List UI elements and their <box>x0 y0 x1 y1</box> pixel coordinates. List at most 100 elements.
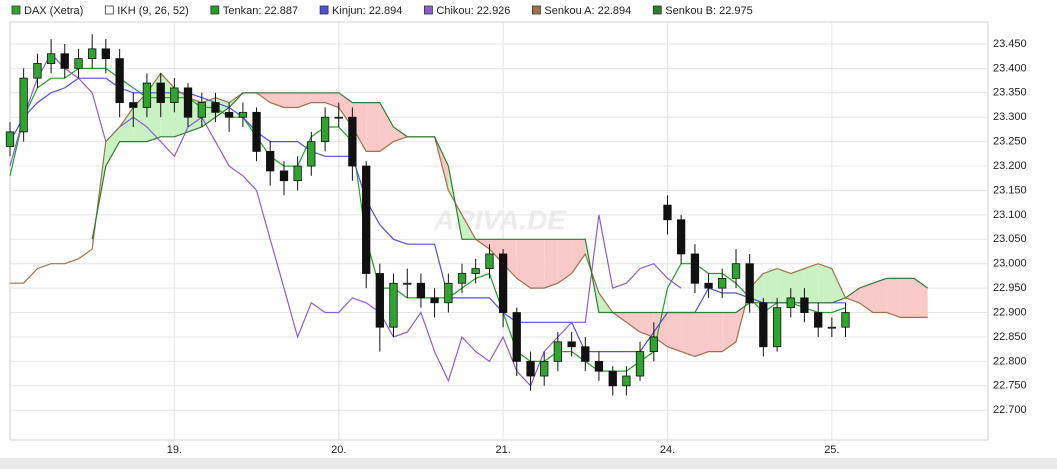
candle-body <box>238 111 248 118</box>
candle-body <box>649 336 658 353</box>
cloud <box>352 102 367 152</box>
cloud <box>571 239 586 274</box>
candle-body <box>211 102 220 113</box>
y-tick-label: 23.150 <box>993 184 1027 196</box>
candle-body <box>498 253 508 313</box>
cloud <box>311 92 326 103</box>
candle-body <box>88 48 97 60</box>
candle-body <box>526 360 535 377</box>
candle-body <box>252 111 261 152</box>
candle-body <box>266 151 275 172</box>
candle-body <box>320 116 330 143</box>
y-tick-label: 23.000 <box>993 258 1027 270</box>
candle-body <box>540 360 549 377</box>
candle-body <box>676 219 686 255</box>
cloud <box>516 239 531 289</box>
cloud <box>119 107 134 142</box>
cloud <box>105 126 120 167</box>
cloud <box>722 312 737 352</box>
y-tick-label: 22.750 <box>993 380 1027 392</box>
candle-body <box>183 87 193 118</box>
candle-body <box>594 360 604 372</box>
candle-body <box>334 116 343 119</box>
candle-body <box>430 297 439 304</box>
candle-body <box>814 312 823 328</box>
y-tick-label: 22.950 <box>993 282 1027 294</box>
legend-swatch <box>11 5 21 15</box>
candle-body <box>156 82 165 103</box>
legend-swatch <box>652 5 662 15</box>
candle-body <box>60 53 69 69</box>
candle-body <box>471 268 480 274</box>
candle-body <box>389 282 398 328</box>
cloud <box>544 239 558 289</box>
line-series <box>9 52 682 387</box>
candle-body <box>33 63 42 79</box>
cloud <box>872 278 887 313</box>
cloud <box>667 312 682 352</box>
candle-body <box>5 131 15 147</box>
x-tick-label: 19. <box>167 444 182 456</box>
candle-body <box>841 312 850 328</box>
y-tick-label: 23.100 <box>993 209 1027 221</box>
legend-label: Chikou: 22.926 <box>436 5 510 17</box>
y-tick-label: 23.450 <box>993 38 1027 50</box>
x-tick-label: 24. <box>660 444 675 456</box>
legend-swatch <box>424 5 433 15</box>
cloud <box>818 263 832 303</box>
candle-body <box>663 204 672 221</box>
legend-label: DAX (Xetra) <box>24 5 83 17</box>
cloud <box>366 102 380 152</box>
candle-body <box>622 375 631 387</box>
y-tick-label: 22.850 <box>993 331 1027 343</box>
cloud <box>681 312 695 357</box>
candle-body <box>142 82 152 108</box>
candle-body <box>800 297 809 313</box>
line-series <box>10 72 928 358</box>
candle-body <box>293 165 302 182</box>
cloud <box>777 268 791 303</box>
cloud <box>886 278 901 318</box>
y-tick-label: 23.200 <box>993 160 1027 172</box>
candle-body <box>608 370 617 387</box>
candle-body <box>690 253 700 284</box>
candle-body <box>485 253 494 270</box>
legend-label: Kinjun: 22.894 <box>332 5 402 17</box>
legend-label: Senkou B: 22.975 <box>665 5 752 17</box>
x-tick-label: 20. <box>331 444 346 456</box>
cloud <box>914 278 928 318</box>
candle-body <box>772 307 782 348</box>
cloud <box>284 92 298 108</box>
y-tick-label: 23.400 <box>993 62 1027 74</box>
candle-body <box>348 116 357 167</box>
cloud <box>530 239 545 289</box>
candle-body <box>635 351 645 377</box>
x-tick-label: 21. <box>495 444 510 456</box>
legend-swatch <box>532 5 541 15</box>
y-tick-label: 22.800 <box>993 355 1027 367</box>
cloud <box>708 312 723 352</box>
candle-body <box>731 263 741 279</box>
cloud <box>763 268 778 303</box>
legend-swatch <box>210 5 220 15</box>
candle-body <box>759 302 768 348</box>
candle-body <box>553 341 562 362</box>
candle-body <box>444 282 453 304</box>
candle-body <box>362 165 371 274</box>
legend-label: Tenkan: 22.887 <box>223 5 298 17</box>
candle-body <box>115 58 124 103</box>
cloud <box>379 102 394 152</box>
candle-body <box>46 53 56 64</box>
y-tick-label: 22.700 <box>993 404 1027 416</box>
candle-body <box>224 111 234 118</box>
legend: DAX (Xetra) IKH (9, 26, 52) Tenkan: 22.887… <box>11 5 753 17</box>
candle-body <box>718 277 727 289</box>
x-tick-label: 25. <box>824 444 839 456</box>
candle-body <box>101 48 110 60</box>
candle-body <box>129 102 138 108</box>
candle-body <box>416 282 426 299</box>
candle-body <box>745 263 754 304</box>
cloud <box>900 278 915 318</box>
cloud <box>640 312 654 337</box>
